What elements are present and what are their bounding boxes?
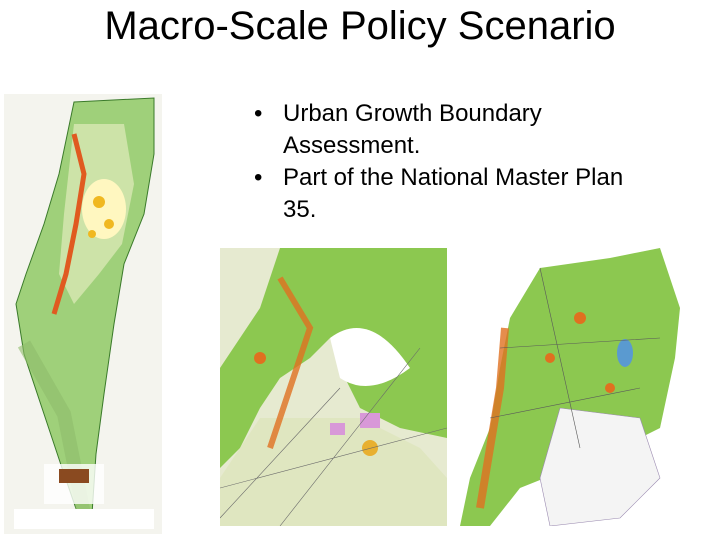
regional-map bbox=[220, 248, 447, 526]
northern-map bbox=[460, 248, 685, 526]
national-map bbox=[4, 94, 162, 534]
slide-title: Macro-Scale Policy Scenario bbox=[104, 4, 616, 48]
bullet-list: Urban Growth Boundary Assessment. Part o… bbox=[254, 98, 684, 226]
bullet: Part of the National Master Plan 35. bbox=[254, 162, 648, 226]
bullet: Urban Growth Boundary Assessment. bbox=[254, 98, 648, 162]
